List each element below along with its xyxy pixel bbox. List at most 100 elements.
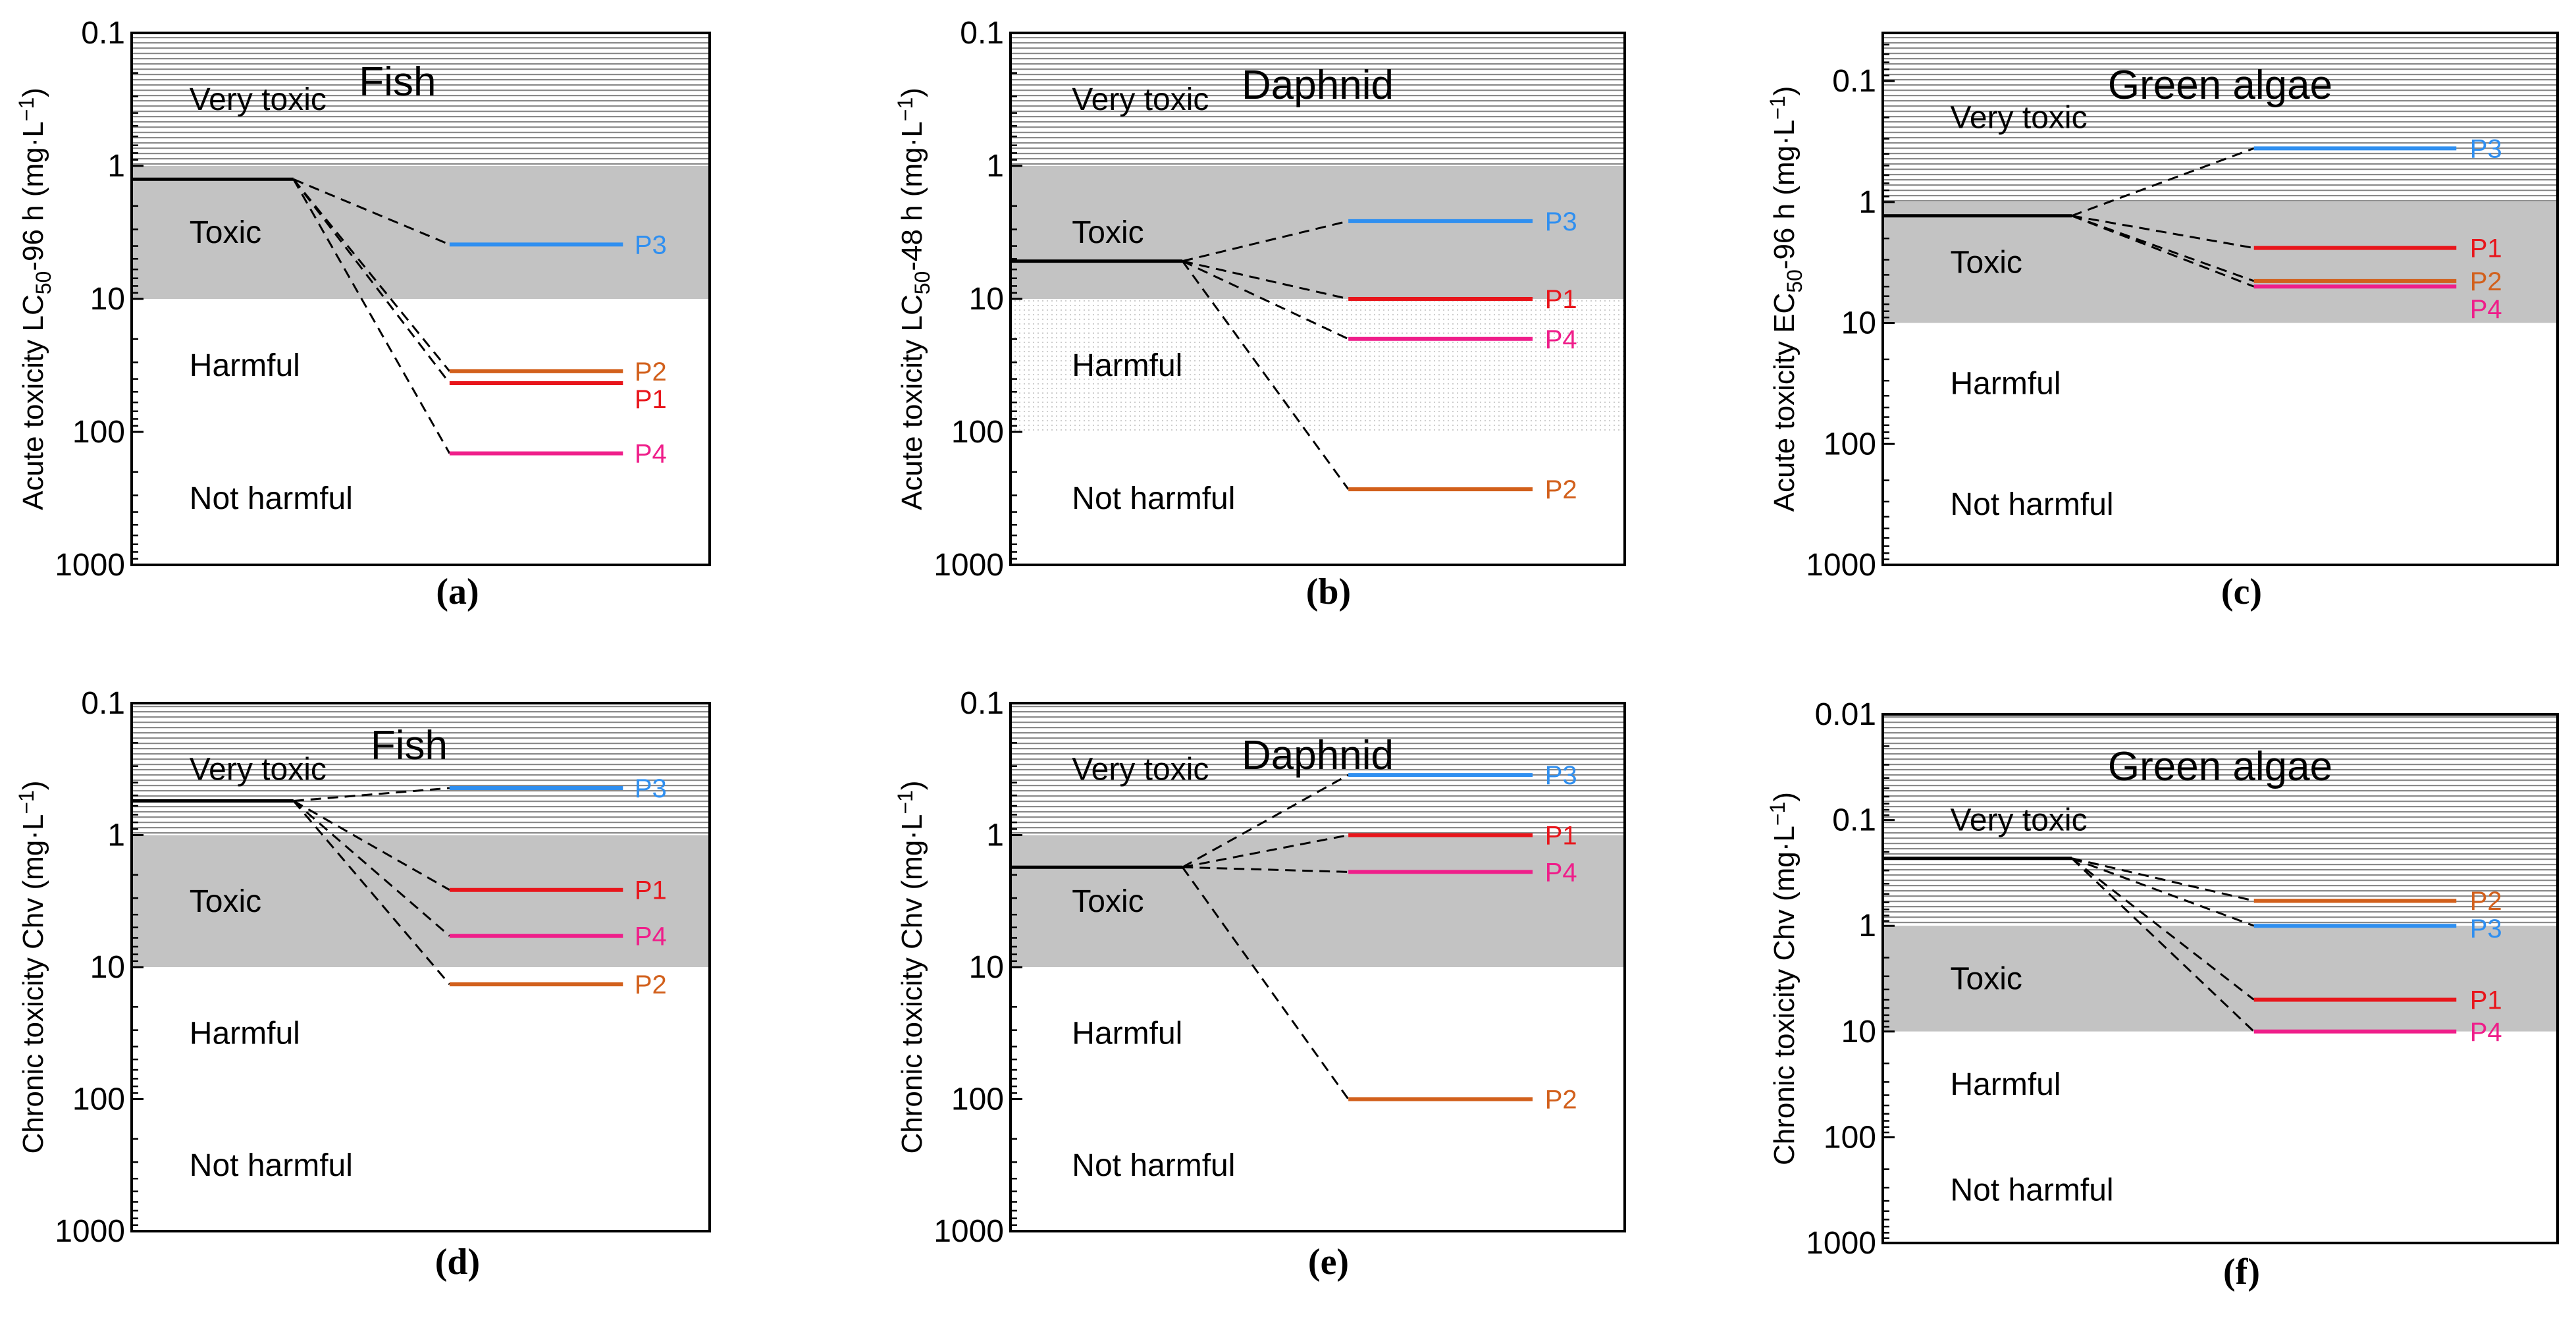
- panel-title: Fish: [371, 723, 448, 768]
- y-tick-label: 0.1: [960, 686, 1004, 721]
- panel-title: Daphnid: [1242, 63, 1394, 108]
- y-tick-label: 100: [1824, 427, 1876, 462]
- connector-p2: [2071, 857, 2255, 902]
- series-label-p4: P4: [635, 440, 667, 469]
- zone-label-toxic: Toxic: [190, 884, 261, 919]
- zone-not-harmful: [132, 1099, 710, 1231]
- y-tick-label: 1: [107, 818, 125, 853]
- series-label-p2: P2: [2470, 887, 2502, 916]
- zone-label-harmful: Harmful: [190, 348, 300, 383]
- zone-toxic: [132, 835, 710, 967]
- series-label-p2: P2: [635, 357, 667, 386]
- zone-toxic: [1011, 835, 1625, 967]
- zone-label-not-harmful: Not harmful: [1951, 487, 2114, 522]
- y-tick-label: 10: [90, 950, 125, 985]
- zone-label-harmful: Harmful: [1072, 348, 1182, 383]
- series-label-p3: P3: [1545, 761, 1577, 790]
- y-axis-label: Acute toxicity LC50-96 h (mg·L−1): [14, 88, 55, 510]
- zone-label-very-toxic: Very toxic: [1072, 752, 1209, 787]
- zone-harmful: [132, 967, 710, 1099]
- zone-label-not-harmful: Not harmful: [1951, 1173, 2114, 1208]
- connector-p1: [2071, 215, 2255, 250]
- zone-label-harmful: Harmful: [1951, 366, 2061, 401]
- y-tick-label: 10: [1841, 1015, 1876, 1049]
- connector-p3: [293, 787, 450, 802]
- series-label-p3: P3: [2470, 914, 2502, 943]
- connector-p2: [292, 800, 451, 986]
- connector-p1: [1182, 834, 1349, 868]
- y-tick-label: 1000: [933, 548, 1004, 583]
- series-label-p4: P4: [635, 922, 667, 951]
- zone-label-not-harmful: Not harmful: [1072, 1148, 1235, 1183]
- y-tick-label: 100: [72, 1082, 125, 1117]
- zone-very-toxic: [1883, 714, 2558, 926]
- panel-d: 0.1 1 10 100 1000 Chronic toxicity Chv (mg·L−…: [14, 686, 711, 1282]
- series-label-p1: P1: [1545, 822, 1577, 851]
- connector-p3: [1182, 774, 1349, 868]
- y-axis-label: Chronic toxicity Chv (mg·L−1): [14, 780, 49, 1153]
- y-tick-label: 0.1: [81, 16, 125, 51]
- panel-f: 0.01 0.1 1 10 100 1000 Chronic toxicity Chv (m…: [1766, 697, 2559, 1292]
- series-label-p4: P4: [1545, 325, 1577, 354]
- panel-a: 0.1 1 10 100 1000 Acute toxicity LC50-96 h (m…: [14, 16, 711, 612]
- zone-not-harmful: [1011, 1099, 1625, 1231]
- zone-label-toxic: Toxic: [190, 215, 261, 250]
- zone-very-toxic: [132, 33, 710, 166]
- connector-p4: [292, 178, 451, 454]
- y-tick-label: 10: [90, 282, 125, 317]
- panel-caption: (b): [1306, 571, 1351, 612]
- y-axis-label: Acute toxicity EC50-96 h (mg·L−1): [1766, 86, 1806, 512]
- y-tick-label: 1: [1858, 909, 1876, 943]
- y-tick-label: 0.1: [1832, 803, 1876, 838]
- y-tick-label: 1: [1858, 185, 1876, 220]
- zone-label-very-toxic: Very toxic: [1951, 803, 2088, 838]
- zone-very-toxic: [1883, 33, 2558, 202]
- series-label-p1: P1: [635, 385, 667, 414]
- y-tick-label: 0.1: [81, 686, 125, 721]
- y-tick-label: 10: [969, 282, 1004, 317]
- zone-label-very-toxic: Very toxic: [1072, 82, 1209, 117]
- y-tick-label: 1000: [55, 1214, 125, 1249]
- zone-label-toxic: Toxic: [1072, 884, 1143, 919]
- series-label-p3: P3: [1545, 207, 1577, 236]
- plot-frame: [1881, 713, 2559, 1244]
- series-label-p1: P1: [1545, 285, 1577, 314]
- y-tick-label: 10: [969, 950, 1004, 985]
- zone-very-toxic: [1011, 33, 1625, 166]
- zone-not-harmful: [1883, 1137, 2558, 1243]
- zone-very-toxic: [1011, 703, 1625, 835]
- y-tick-label: 100: [1824, 1120, 1876, 1155]
- zone-label-toxic: Toxic: [1072, 215, 1143, 250]
- y-tick-label: 1: [986, 149, 1004, 184]
- connector-p1: [1182, 260, 1349, 300]
- zone-label-very-toxic: Very toxic: [190, 82, 327, 117]
- panel-b: 0.1 1 10 100 1000 Acute toxicity LC50-48 h (m…: [893, 16, 1626, 612]
- connector-p1: [292, 178, 451, 384]
- connector-p4: [1182, 260, 1349, 340]
- series-label-p4: P4: [1545, 858, 1577, 887]
- y-axis-label: Acute toxicity LC50-48 h (mg·L−1): [893, 88, 934, 510]
- y-tick-label: 1: [107, 149, 125, 184]
- connector-p3: [2071, 147, 2255, 217]
- connector-p3: [2071, 857, 2255, 927]
- zone-label-harmful: Harmful: [1072, 1016, 1182, 1051]
- zone-toxic: [1883, 926, 2558, 1032]
- series-label-p1: P1: [2470, 986, 2502, 1015]
- series-label-p3: P3: [2470, 134, 2502, 163]
- panel-title: Green algae: [2108, 744, 2332, 789]
- series-label-p4: P4: [2470, 1018, 2502, 1047]
- zone-toxic: [1011, 166, 1625, 299]
- y-axis-label: Chronic toxicity Chv (mg·L−1): [893, 780, 928, 1153]
- plot-frame: [1881, 32, 2559, 566]
- zone-harmful: [1011, 967, 1625, 1099]
- panel-caption: (d): [435, 1242, 480, 1282]
- zone-label-not-harmful: Not harmful: [190, 1148, 353, 1183]
- y-tick-label: 1000: [1806, 1226, 1876, 1261]
- y-tick-label: 0.1: [1832, 64, 1876, 99]
- connector-p2: [1182, 866, 1350, 1100]
- series-label-p1: P1: [2470, 234, 2502, 263]
- series-label-p2: P2: [1545, 1086, 1577, 1115]
- zone-harmful: [1883, 323, 2558, 444]
- zone-harmful: [1883, 1031, 2558, 1138]
